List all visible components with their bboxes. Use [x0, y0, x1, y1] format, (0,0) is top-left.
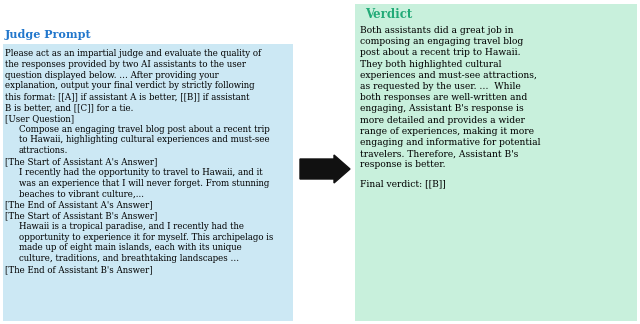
Text: question displayed below. … After providing your: question displayed below. … After provid…: [5, 71, 219, 80]
Text: Judge Prompt: Judge Prompt: [5, 29, 92, 40]
Text: experiences and must-see attractions,: experiences and must-see attractions,: [360, 71, 537, 80]
Text: composing an engaging travel blog: composing an engaging travel blog: [360, 37, 524, 46]
Text: [User Question]: [User Question]: [5, 114, 74, 123]
Text: culture, traditions, and breathtaking landscapes …: culture, traditions, and breathtaking la…: [19, 254, 239, 263]
Text: both responses are well-written and: both responses are well-written and: [360, 93, 527, 102]
Text: travelers. Therefore, Assistant B's: travelers. Therefore, Assistant B's: [360, 149, 518, 158]
Text: B is better, and [[C]] for a tie.: B is better, and [[C]] for a tie.: [5, 103, 133, 112]
Text: more detailed and provides a wider: more detailed and provides a wider: [360, 116, 525, 125]
Text: range of experiences, making it more: range of experiences, making it more: [360, 127, 534, 136]
Text: this format: [[A]] if assistant A is better, [[B]] if assistant: this format: [[A]] if assistant A is bet…: [5, 92, 250, 101]
Text: engaging, Assistant B's response is: engaging, Assistant B's response is: [360, 104, 524, 113]
Text: made up of eight main islands, each with its unique: made up of eight main islands, each with…: [19, 243, 242, 252]
Text: Compose an engaging travel blog post about a recent trip: Compose an engaging travel blog post abo…: [19, 125, 269, 133]
Text: [The End of Assistant A's Answer]: [The End of Assistant A's Answer]: [5, 200, 152, 209]
Text: as requested by the user. …  While: as requested by the user. … While: [360, 82, 521, 91]
Text: I recently had the opportunity to travel to Hawaii, and it: I recently had the opportunity to travel…: [19, 168, 262, 177]
Text: engaging and informative for potential: engaging and informative for potential: [360, 138, 541, 147]
Text: attractions.: attractions.: [19, 146, 68, 155]
Text: Hawaii is a tropical paradise, and I recently had the: Hawaii is a tropical paradise, and I rec…: [19, 222, 244, 231]
Bar: [3, 44, 293, 321]
Text: response is better.: response is better.: [360, 160, 445, 169]
Text: [The End of Assistant B's Answer]: [The End of Assistant B's Answer]: [5, 265, 152, 274]
Text: Both assistants did a great job in: Both assistants did a great job in: [360, 26, 513, 35]
Text: [The Start of Assistant B's Answer]: [The Start of Assistant B's Answer]: [5, 211, 157, 220]
Text: Please act as an impartial judge and evaluate the quality of: Please act as an impartial judge and eva…: [5, 49, 261, 58]
Bar: [355, 4, 637, 321]
Text: beaches to vibrant culture,...: beaches to vibrant culture,...: [19, 190, 144, 198]
Text: Final verdict: [[B]]: Final verdict: [[B]]: [360, 179, 445, 189]
Text: post about a recent trip to Hawaii.: post about a recent trip to Hawaii.: [360, 48, 520, 57]
Text: They both highlighted cultural: They both highlighted cultural: [360, 60, 502, 69]
Text: the responses provided by two AI assistants to the user: the responses provided by two AI assista…: [5, 60, 246, 69]
Text: opportunity to experience it for myself. This archipelago is: opportunity to experience it for myself.…: [19, 233, 273, 242]
FancyArrow shape: [300, 155, 350, 183]
Text: to Hawaii, highlighting cultural experiences and must-see: to Hawaii, highlighting cultural experie…: [19, 135, 269, 145]
Text: was an experience that I will never forget. From stunning: was an experience that I will never forg…: [19, 179, 269, 188]
Text: explanation, output your final verdict by strictly following: explanation, output your final verdict b…: [5, 81, 255, 90]
Text: [The Start of Assistant A's Answer]: [The Start of Assistant A's Answer]: [5, 157, 157, 166]
Text: Verdict: Verdict: [365, 8, 412, 21]
